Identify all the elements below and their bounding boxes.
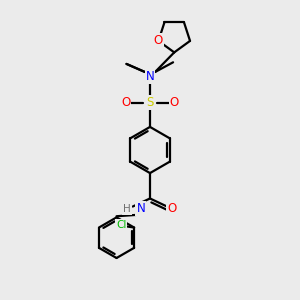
Text: O: O: [121, 96, 130, 109]
Text: O: O: [169, 96, 179, 109]
Text: N: N: [136, 202, 145, 215]
Text: O: O: [167, 202, 176, 215]
Text: Cl: Cl: [116, 220, 127, 230]
Text: S: S: [146, 96, 154, 109]
Text: O: O: [154, 34, 163, 47]
Text: N: N: [146, 70, 154, 83]
Text: H: H: [123, 204, 131, 214]
